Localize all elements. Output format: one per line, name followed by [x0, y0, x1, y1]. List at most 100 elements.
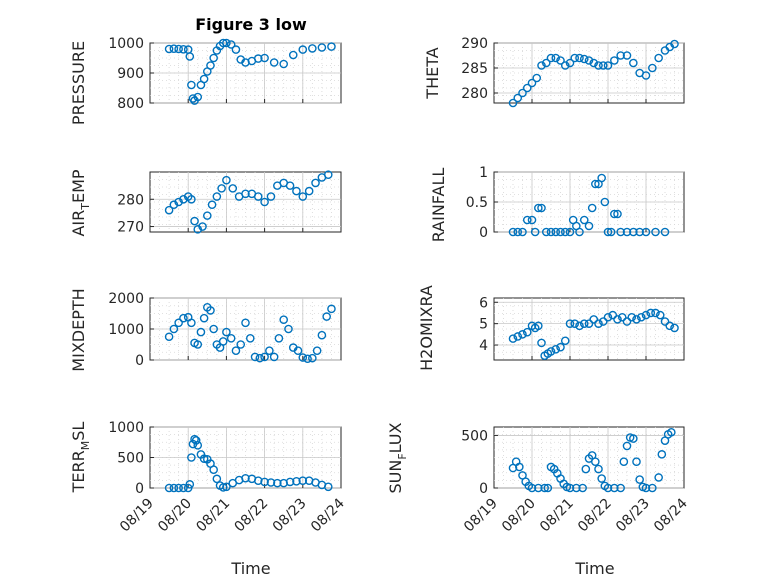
data-point [584, 319, 594, 328]
data-point [570, 53, 580, 63]
data-point [591, 179, 600, 189]
data-point [285, 477, 295, 487]
data-point [655, 310, 665, 320]
x-tick-label: 08/19 [117, 496, 157, 536]
data-point [218, 337, 228, 346]
data-point [579, 54, 589, 64]
ylabel-mixdepth: MIXDEPTH [69, 288, 88, 371]
panel-theta: 280 285 290 [461, 36, 685, 108]
data-point [292, 476, 301, 486]
data-point [260, 53, 269, 63]
data-point [209, 324, 218, 334]
data-point [265, 346, 274, 356]
data-point [187, 194, 196, 204]
data-point [665, 321, 675, 331]
svg-text:AIRTEMP: AIRTEMP [69, 169, 92, 236]
data-point [193, 92, 203, 102]
data-point [266, 192, 276, 201]
data-point [587, 203, 597, 213]
data-point [518, 88, 527, 98]
data-point [284, 324, 293, 334]
data-point [169, 483, 179, 493]
data-point [654, 53, 663, 63]
data-point [179, 194, 188, 204]
data-point [541, 58, 551, 68]
data-point [193, 340, 203, 349]
data-point [179, 483, 188, 493]
data-point [245, 333, 255, 343]
data-point [575, 227, 584, 237]
data-point [327, 304, 336, 314]
data-point [513, 93, 523, 103]
panel-rainfall: 00.51 [466, 165, 685, 241]
data-point [209, 53, 218, 63]
data-point [551, 345, 561, 354]
data-point [164, 205, 174, 215]
data-point [579, 319, 589, 328]
data-point [584, 221, 594, 231]
data-point [648, 483, 657, 493]
y-tick-label: 500 [461, 428, 488, 444]
data-point [274, 333, 284, 343]
data-point [622, 51, 632, 60]
data-point [629, 227, 638, 237]
data-point [613, 315, 622, 324]
data-point [660, 227, 670, 237]
data-point [534, 203, 543, 213]
data-point [222, 38, 231, 48]
data-point [206, 306, 215, 315]
data-point [190, 216, 199, 226]
data-point [226, 40, 236, 49]
y-tick-label: 0 [479, 481, 488, 497]
data-point [188, 94, 198, 103]
data-point [648, 63, 657, 73]
data-point [228, 184, 238, 193]
data-point [581, 464, 591, 474]
x-tick-label: 08/19 [461, 496, 501, 536]
data-point [610, 209, 619, 219]
data-point [657, 450, 667, 459]
data-point [260, 477, 269, 487]
x-tick-label: 08/22 [575, 496, 615, 536]
data-point [556, 342, 565, 352]
data-point [174, 318, 183, 328]
y-tick-label: 800 [117, 96, 144, 112]
data-point [610, 483, 619, 493]
data-point [651, 227, 660, 237]
data-point [534, 483, 543, 493]
data-point [185, 480, 195, 489]
data-point [670, 323, 679, 333]
data-point [241, 473, 250, 483]
data-point [556, 56, 565, 65]
ylabel-air-temp: AIRTEMP [69, 169, 92, 236]
svg-text:SUNFLUX: SUNFLUX [386, 422, 409, 493]
data-point [603, 312, 613, 322]
panel-pressure: 800 900 1000 [108, 36, 342, 112]
data-point [530, 227, 540, 237]
data-point [279, 315, 289, 325]
data-point [196, 327, 206, 337]
data-point [532, 73, 542, 83]
data-point [327, 42, 336, 51]
data-point [610, 56, 619, 65]
data-point [641, 227, 651, 237]
svg-text:TERRMSL: TERRMSL [69, 422, 92, 494]
data-point [191, 436, 201, 445]
data-point [179, 313, 188, 323]
data-point [199, 74, 209, 84]
data-point [540, 483, 549, 493]
data-point [508, 227, 518, 237]
data-point [629, 434, 638, 443]
data-point [508, 334, 518, 343]
data-point [174, 483, 183, 493]
ylabel-pressure: PRESSURE [69, 41, 88, 125]
data-point [518, 227, 527, 237]
data-point [603, 61, 613, 70]
data-point [298, 45, 308, 54]
data-point [578, 483, 587, 493]
data-point [241, 318, 250, 328]
data-point [199, 313, 209, 323]
data-point [323, 482, 333, 492]
data-point [193, 440, 203, 450]
